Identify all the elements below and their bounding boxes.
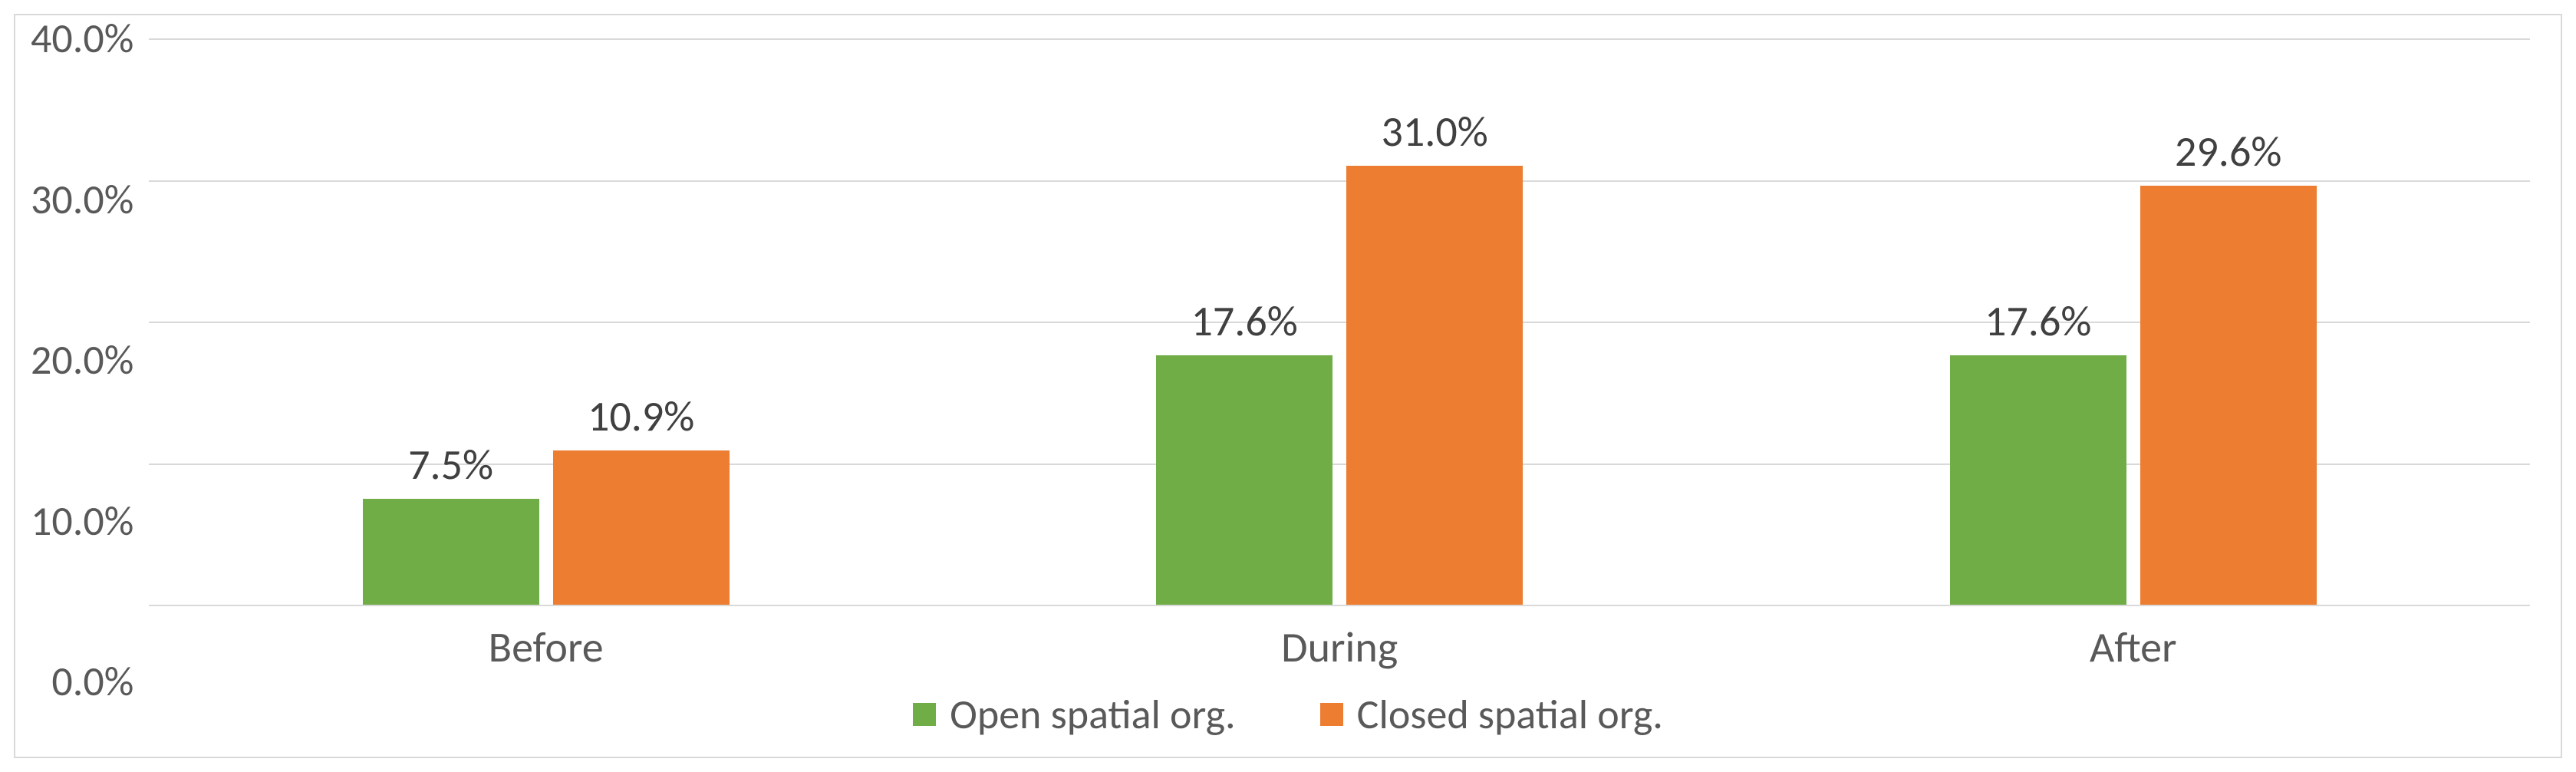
legend-label: Closed spatial org. <box>1357 689 1663 740</box>
bar-value-label: 7.5% <box>408 439 493 491</box>
legend-swatch-icon <box>913 703 936 726</box>
bar: 7.5% <box>363 499 539 605</box>
plot-wrap: 7.5%10.9%17.6%31.0%17.6%29.6% Before Dur… <box>149 38 2530 681</box>
legend: Open spatial org. Closed spatial org. <box>15 689 2561 757</box>
bar-value-label: 17.6% <box>1985 295 2091 348</box>
bar-group: 17.6%29.6% <box>1736 38 2530 605</box>
chart-container: 40.0% 30.0% 20.0% 10.0% 0.0% 7.5%10.9%17… <box>0 0 2576 772</box>
legend-label: Open spatial org. <box>950 689 1236 740</box>
bar-value-label: 31.0% <box>1381 106 1487 158</box>
x-label: After <box>1736 606 2530 681</box>
legend-item-closed: Closed spatial org. <box>1320 689 1663 740</box>
bar-value-label: 17.6% <box>1191 295 1297 348</box>
legend-item-open: Open spatial org. <box>913 689 1236 740</box>
bar-group: 17.6%31.0% <box>943 38 1737 605</box>
bar-value-label: 29.6% <box>2175 126 2281 178</box>
bars-layer: 7.5%10.9%17.6%31.0%17.6%29.6% <box>149 38 2530 605</box>
bar-value-label: 10.9% <box>588 391 694 443</box>
legend-swatch-icon <box>1320 703 1343 726</box>
plot-row: 40.0% 30.0% 20.0% 10.0% 0.0% 7.5%10.9%17… <box>15 15 2561 689</box>
bar: 17.6% <box>1950 355 2126 605</box>
bar: 29.6% <box>2140 186 2317 605</box>
chart-frame: 40.0% 30.0% 20.0% 10.0% 0.0% 7.5%10.9%17… <box>14 14 2562 758</box>
bar-group: 7.5%10.9% <box>149 38 943 605</box>
bar: 31.0% <box>1346 166 1523 605</box>
bar: 10.9% <box>553 450 730 605</box>
y-axis: 40.0% 30.0% 20.0% 10.0% 0.0% <box>31 38 149 681</box>
x-label: Before <box>149 606 943 681</box>
plot-area: 7.5%10.9%17.6%31.0%17.6%29.6% <box>149 38 2530 606</box>
x-label: During <box>943 606 1737 681</box>
x-axis: Before During After <box>149 606 2530 681</box>
bar: 17.6% <box>1156 355 1332 605</box>
